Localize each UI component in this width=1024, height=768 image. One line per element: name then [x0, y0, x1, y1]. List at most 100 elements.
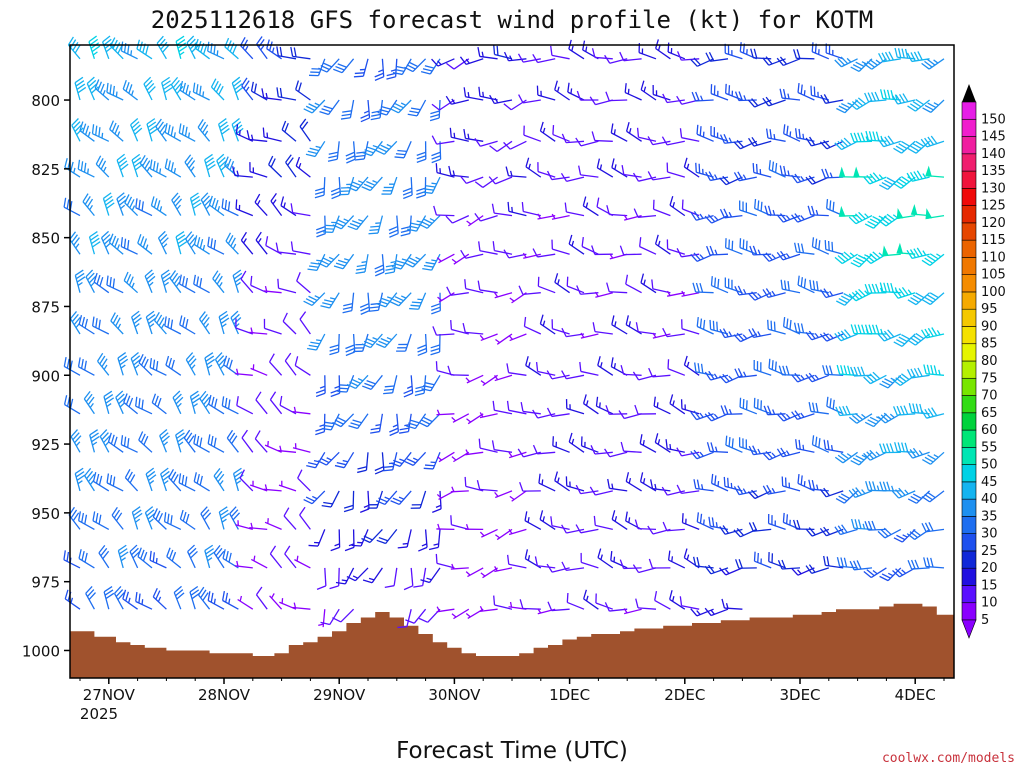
- wind-barb: [834, 524, 858, 536]
- wind-barb: [77, 159, 95, 178]
- colorbar-label: 35: [981, 509, 998, 524]
- wind-barb: [748, 328, 772, 339]
- colorbar-label: 110: [981, 250, 1006, 265]
- wind-barb: [623, 608, 642, 615]
- wind-barb: [402, 177, 413, 200]
- wind-barb: [280, 196, 297, 217]
- wind-barb: [666, 290, 685, 297]
- wind-barb: [683, 548, 700, 569]
- wind-barb: [179, 509, 196, 530]
- wind-barb: [431, 99, 455, 111]
- wind-barb: [676, 484, 700, 495]
- wind-barb: [611, 315, 628, 335]
- wind-barb: [355, 254, 369, 275]
- wind-barb: [767, 513, 786, 531]
- wind-barb: [123, 271, 139, 294]
- wind-barb: [754, 198, 772, 217]
- wind-barb: [921, 490, 945, 503]
- wind-barb: [437, 451, 455, 463]
- wind-barb: [224, 37, 239, 60]
- wind-barb: [390, 490, 412, 506]
- x-year-label: 2025: [80, 705, 118, 723]
- wind-barb: [157, 230, 169, 255]
- wind-barb: [920, 327, 945, 339]
- wind-barb: [74, 269, 86, 293]
- wind-barb: [466, 413, 484, 425]
- wind-barb: [407, 99, 427, 117]
- wind-barb: [460, 249, 484, 259]
- wind-barb: [704, 564, 729, 575]
- wind-barb: [225, 232, 239, 255]
- wind-barb: [226, 429, 239, 453]
- wind-barb: [834, 451, 858, 464]
- wind-barb: [246, 130, 268, 142]
- wind-barb: [207, 591, 225, 610]
- wind-barb: [330, 375, 341, 398]
- wind-barb: [525, 157, 542, 178]
- wind-barb: [907, 559, 930, 570]
- wind-barb: [340, 99, 355, 120]
- wind-barb: [848, 288, 873, 302]
- wind-barb: [925, 165, 945, 178]
- wind-barb: [445, 95, 469, 105]
- wind-barb: [878, 51, 901, 63]
- wind-barb: [518, 285, 541, 296]
- wind-barb: [429, 99, 441, 122]
- wind-barb: [145, 467, 157, 492]
- wind-barb: [819, 139, 844, 150]
- wind-barb: [906, 247, 930, 260]
- wind-barb: [255, 586, 268, 610]
- wind-barb: [222, 549, 239, 569]
- wind-barb: [536, 85, 556, 101]
- wind-barb: [155, 118, 167, 142]
- wind-barb: [719, 208, 743, 219]
- wind-barb: [568, 432, 585, 453]
- wind-barb: [896, 208, 916, 220]
- colorbar-swatch: [961, 447, 977, 465]
- colorbar-label: 45: [981, 475, 998, 490]
- colorbar-label: 140: [981, 147, 1006, 162]
- wind-barb: [748, 521, 772, 532]
- wind-barb: [374, 452, 385, 475]
- wind-barb: [416, 141, 427, 164]
- wind-barb: [848, 413, 873, 424]
- wind-barb: [805, 564, 829, 574]
- colorbar-label: 15: [981, 578, 998, 593]
- colorbar-swatch: [961, 188, 977, 206]
- colorbar-swatch: [961, 481, 977, 500]
- wind-barb: [705, 171, 729, 182]
- x-tick-label: 28NOV: [198, 686, 251, 704]
- wind-barb: [276, 87, 297, 101]
- wind-barb: [534, 556, 556, 569]
- wind-barb: [768, 160, 786, 178]
- wind-barb: [185, 231, 196, 255]
- wind-barb: [88, 231, 101, 255]
- wind-barb: [819, 526, 844, 537]
- wind-barb: [877, 412, 902, 424]
- wind-barb: [139, 154, 153, 178]
- wind-barb: [207, 236, 225, 255]
- wind-barb: [222, 591, 239, 610]
- wind-barb: [593, 515, 613, 531]
- wind-barb: [537, 162, 556, 178]
- wind-barb: [864, 413, 887, 428]
- wind-barb: [864, 283, 887, 294]
- wind-barb: [551, 213, 570, 220]
- wind-barb: [397, 529, 412, 549]
- wind-barb: [305, 140, 326, 158]
- wind-barb: [117, 544, 129, 569]
- wind-barb: [111, 506, 124, 530]
- wind-barb: [776, 56, 801, 67]
- colorbar-swatch: [961, 498, 977, 517]
- wind-barb: [152, 508, 167, 530]
- colorbar: 5 10 15 20 25 30 35 40 45 50 55 60 65 70 75 80 85 90 95 100…: [961, 84, 1006, 639]
- wind-barb: [808, 402, 829, 415]
- wind-barb: [414, 375, 427, 397]
- wind-barb: [739, 397, 758, 415]
- wind-barb: [561, 561, 585, 572]
- wind-barb: [317, 253, 340, 268]
- wind-barb: [375, 140, 398, 155]
- wind-barb: [620, 365, 642, 376]
- wind-barb: [359, 490, 370, 513]
- wind-barb: [375, 333, 398, 349]
